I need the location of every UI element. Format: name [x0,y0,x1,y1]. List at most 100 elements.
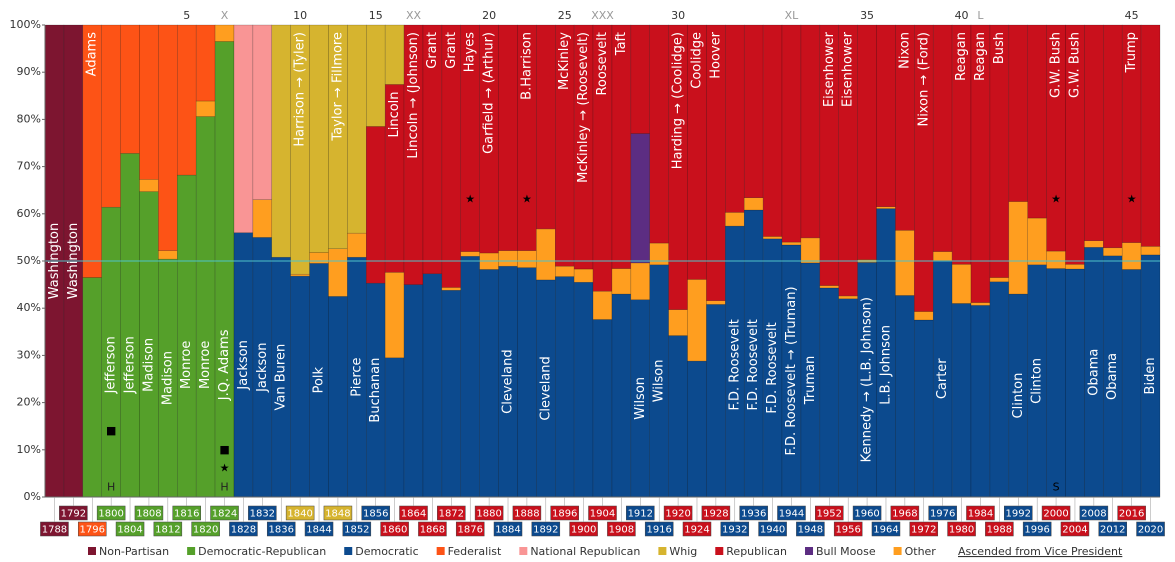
bar-segment [649,242,669,266]
legend-label: Democratic [355,545,418,558]
x-tick-label: 1800 [98,509,123,520]
x-tick-label: 1988 [987,525,1012,536]
x-tick-label: 2008 [1081,509,1106,520]
top-label: 15 [369,9,383,22]
marker: ★ [522,193,532,206]
x-tick-label: 1980 [949,525,974,536]
bar-segment [1103,24,1123,249]
x-tick-label: 1804 [117,525,142,536]
bar-segment [1084,24,1104,241]
x-tick-label: 1912 [628,509,653,520]
bar-segment [800,237,821,264]
legend-label: National Republican [530,545,640,558]
winner-label: Madison [141,338,156,392]
marker: ★ [1051,193,1061,206]
bar-segment [252,24,273,200]
bar-segment [706,304,726,498]
winner-label: Monroe [179,341,194,389]
legend-swatch [187,547,196,555]
x-tick-label: 1908 [609,525,634,536]
x-tick-label: 2020 [1138,525,1163,536]
bar-segment [762,24,783,237]
winner-label: Madison [160,351,175,405]
bar-segment [914,319,934,498]
x-tick-label: 2016 [1119,509,1144,520]
bar-segment [498,24,518,251]
winner-label: Reagan [954,32,969,81]
winner-label: Garfield → (Arthur) [482,32,497,154]
winner-label: Obama [1105,353,1120,400]
x-tick-label: 1848 [325,509,350,520]
bar-segment [536,228,556,281]
winner-label: Truman [803,356,818,405]
winner-label: Cleveland [501,349,516,413]
bar-segment [214,24,235,42]
y-tick-label: 100% [10,18,41,31]
legend-swatch [658,547,667,555]
winner-label: Kennedy → (L.B. Johnson) [860,297,875,462]
bar-segment [403,284,424,498]
x-tick-label: 1788 [42,525,67,536]
winner-label: G.W. Bush [1049,32,1064,98]
bar-segment [1027,24,1047,219]
winner-label: Roosevelt [595,32,610,96]
bar-segment [460,251,480,257]
x-tick-label: 1924 [684,525,709,536]
x-tick-label: 1904 [590,509,615,520]
legend-label: Whig [669,545,697,558]
winner-label: McKinley → (Roosevelt) [576,32,591,183]
x-tick-label: 1996 [1024,525,1049,536]
x-tick-label: 1952 [817,509,842,520]
winner-label: Taylor → Fillmore [330,32,345,142]
marker: ★ [1127,193,1137,206]
winner-label: Grant [444,32,459,69]
x-tick-label: 1792 [61,509,86,520]
bar-segment [649,24,669,244]
bar-segment [970,302,991,306]
x-tick-label: 1920 [665,509,690,520]
bar-segment [819,287,839,498]
top-label: XX [406,9,422,22]
x-tick-label: 1812 [155,525,180,536]
bar-segment [725,212,745,227]
top-label: 30 [671,9,685,22]
marker: ■ [106,424,116,437]
x-tick-label: 1964 [873,525,898,536]
y-tick-label: 90% [17,65,41,78]
bar-segment [611,24,632,269]
bar-segment [989,281,1010,498]
top-label: 45 [1125,9,1139,22]
y-tick-label: 80% [17,112,41,125]
bar-segment [630,24,650,134]
bar-segment [139,24,159,180]
note: Ascended from Vice President [958,545,1123,558]
winner-label: Polk [312,366,327,393]
winner-label: Jackson [255,342,270,392]
x-tick-label: 1860 [382,525,407,536]
winner-label: Clinton [1030,358,1045,404]
bar-segment [177,174,197,498]
bar-segment [592,319,613,498]
x-tick-label: 1880 [476,509,501,520]
winner-label: Jefferson [123,336,138,394]
bar-segment [271,24,291,258]
winner-label: Biden [1143,357,1158,394]
bar-segment [195,100,216,117]
bar-segment [195,116,216,498]
bar-segment [838,298,858,498]
y-tick-label: 50% [17,254,41,267]
x-tick-label: 1932 [722,525,747,536]
x-tick-label: 1824 [212,509,237,520]
legend-swatch [344,547,353,555]
bar-segment [1084,240,1104,248]
bar-segment [895,295,915,498]
bar-segment [139,179,159,192]
top-label: XXX [591,9,614,22]
x-tick-label: 1836 [269,525,294,536]
bar-segment [1008,201,1028,295]
x-tick-label: 1900 [571,525,596,536]
x-tick-label: 1928 [703,509,728,520]
x-tick-label: 1856 [363,509,388,520]
x-tick-label: 1796 [80,525,105,536]
x-tick-label: 1956 [835,525,860,536]
